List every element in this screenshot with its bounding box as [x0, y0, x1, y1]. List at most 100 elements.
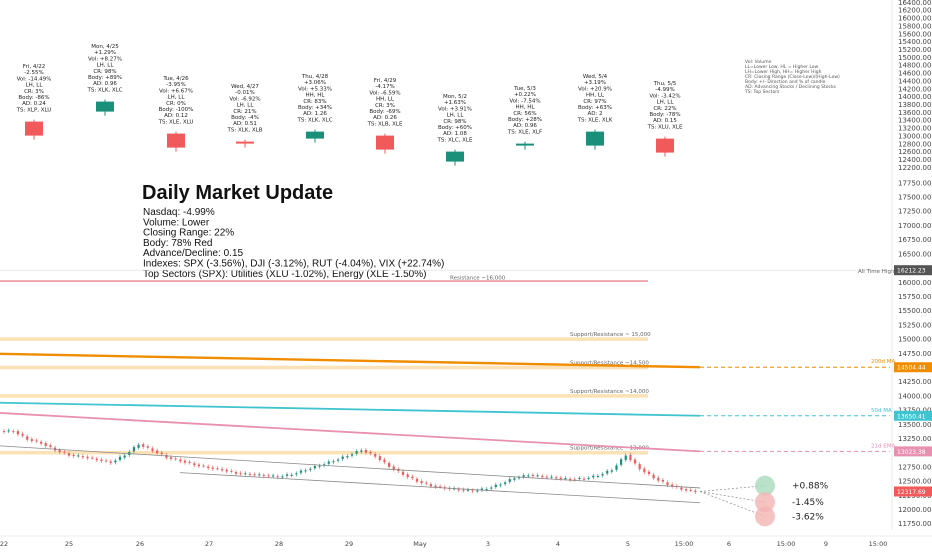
candle-body	[211, 467, 214, 469]
price-tag-label: 13650.41	[897, 413, 926, 420]
card-legend-line: CR: Closing Range (Close-Low)/(High-Low)	[745, 74, 840, 80]
x-tick-label: 27	[205, 540, 213, 548]
daily-card-line: TS: XLE, XLK	[577, 117, 613, 123]
candle-body	[220, 469, 224, 471]
daily-card-line: TS: XLP, XLU	[16, 107, 52, 113]
candle-body	[202, 465, 205, 467]
daily-card-line: AD: 0.12	[164, 113, 188, 119]
candle-body	[392, 466, 395, 470]
trend-line	[179, 472, 701, 504]
candle-body	[522, 475, 525, 477]
candle-body	[592, 475, 595, 478]
level-lines: Resistance ~16,000 Support/Resistance ~ 1…	[0, 269, 895, 455]
candle-body	[633, 459, 637, 464]
y-tick-label-upper: 16400.00	[898, 0, 931, 7]
daily-card-line: +0.22%	[514, 92, 536, 98]
candle-body	[480, 488, 484, 491]
summary-line: Volume: Lower	[143, 217, 210, 228]
candle-body	[86, 456, 89, 459]
candle-body	[596, 476, 600, 478]
candle-body	[694, 490, 697, 493]
candle-body	[401, 471, 405, 475]
level-label: Support/Resistance ~14,000	[570, 389, 649, 395]
daily-card-line: TS: XLK, XLB	[227, 127, 263, 133]
candle-body	[67, 453, 71, 456]
level-label: Support/Resistance ~13,000	[570, 446, 649, 452]
daily-card-candle	[516, 143, 534, 146]
x-tick-label: 15:00	[869, 540, 888, 548]
daily-card-line: Mon, 4/25	[91, 44, 119, 50]
x-tick-label: 15:00	[675, 540, 694, 548]
candle-body	[485, 489, 488, 491]
y-tick-label-upper: 16000.00	[898, 15, 931, 23]
candle-body	[248, 473, 252, 475]
summary-line: Closing Range: 22%	[143, 228, 234, 239]
daily-card-line: LH, LL	[97, 63, 115, 69]
candle-body	[652, 474, 655, 479]
daily-card-line: HH, HL	[306, 93, 326, 99]
candle-body	[30, 439, 33, 441]
candle-body	[332, 461, 335, 463]
daily-card-line: CR: 0%	[166, 101, 186, 107]
candle-body	[360, 450, 363, 452]
y-tick-label-upper: 12200.00	[898, 164, 931, 172]
y-tick-label-upper: 13800.00	[898, 101, 931, 109]
candle-body	[35, 440, 38, 442]
candle-body	[272, 475, 275, 477]
candle-body	[439, 486, 442, 488]
candle-body	[165, 454, 168, 458]
daily-card-line: Vol: +20.9%	[578, 86, 612, 92]
candle-body	[341, 456, 344, 459]
x-tick-label: 9	[824, 540, 828, 548]
trend-line	[0, 445, 701, 489]
x-tick-label: 3	[486, 540, 490, 548]
candle-body	[2, 431, 6, 433]
y-tick-label-upper: 15200.00	[898, 46, 931, 54]
candle-body	[615, 465, 618, 470]
daily-card-line: Vol: -14.49%	[17, 76, 52, 82]
y-tick-label-upper: 13200.00	[898, 125, 931, 133]
candle-body	[318, 465, 321, 467]
daily-card-line: TS: XLC, XLE	[437, 137, 473, 143]
candle-body	[207, 466, 210, 469]
candle-body	[77, 455, 80, 457]
daily-card-candle	[167, 133, 185, 148]
daily-card-line: +1.63%	[444, 100, 466, 106]
daily-card-line: AD: 0.96	[93, 81, 117, 87]
daily-card-line: AD: 0.96	[513, 123, 537, 129]
y-tick-label-upper: 13000.00	[898, 132, 931, 140]
y-tick-label-lower: 16500.00	[898, 250, 931, 258]
y-tick-label-upper: 13600.00	[898, 109, 931, 117]
candle-body	[513, 478, 516, 480]
daily-card-candle	[306, 131, 324, 139]
projection-label: -1.45%	[792, 498, 824, 508]
daily-card-line: CR: 3%	[24, 89, 44, 95]
daily-card-line: CR: 98%	[443, 119, 466, 125]
candle-body	[309, 468, 312, 470]
x-tick-label: 22	[0, 540, 8, 548]
candle-body	[466, 489, 470, 491]
level-label: Resistance ~16,000	[450, 275, 506, 281]
candle-body	[531, 474, 535, 477]
card-legend-line: Body: +/- Direction and % of candle	[745, 79, 826, 85]
candle-body	[629, 454, 632, 461]
x-tick-label: 15:00	[777, 540, 796, 548]
candle-body	[21, 433, 24, 436]
daily-card-line: HH, HL	[516, 105, 536, 111]
daily-card-line: AD: 0.51	[233, 121, 257, 127]
y-tick-label-lower: 13750.00	[898, 407, 931, 415]
ma-line	[0, 352, 701, 369]
candle-body	[550, 476, 553, 478]
candle-body	[429, 484, 432, 487]
candle-body	[63, 451, 66, 453]
projection-cone: +0.88% -1.45% -3.62%	[699, 475, 829, 527]
daily-card-candle	[586, 131, 604, 146]
y-tick-label-lower: 16000.00	[898, 279, 931, 287]
x-axis: 22 25 26 27 28 29 May 3 4 5 15:00 6 15:00 9 15:00	[0, 535, 932, 548]
candle-body	[72, 454, 75, 457]
